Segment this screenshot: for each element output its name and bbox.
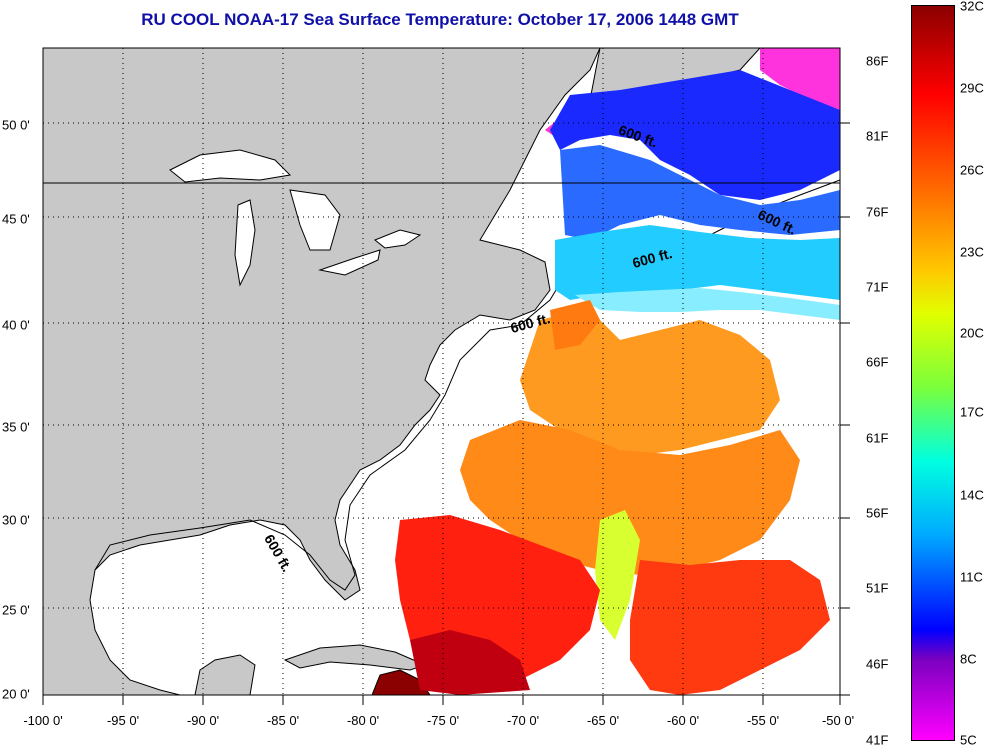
colorbar-c-label: 26C (960, 162, 984, 178)
lat-label: 35 0' (2, 419, 30, 435)
lat-label: 45 0' (2, 211, 30, 227)
colorbar-c-label: 29C (960, 80, 984, 96)
lon-label: -75 0' (426, 713, 460, 728)
sst-patch-orange-stream (520, 310, 780, 455)
colorbar-c-label: 17C (960, 404, 984, 420)
lake-superior (169, 149, 292, 183)
lake-michigan (234, 199, 256, 287)
sst-patch-magenta-north (760, 48, 840, 110)
colorbar-c-label: 32C (960, 0, 984, 14)
colorbar-c-label: 5C (960, 732, 977, 748)
lake-huron (289, 189, 341, 251)
lake-erie (318, 249, 381, 276)
sst-patch-yellow-green (595, 510, 640, 640)
sst-patch-dark-red-caribbean (410, 630, 530, 695)
lon-label: -65 0' (586, 713, 620, 728)
colorbar (911, 5, 955, 741)
colorbar-f-label: 71F (866, 279, 889, 295)
colorbar-f-label: 81F (866, 128, 889, 144)
colorbar-c-label: 14C (960, 487, 984, 503)
sst-patch-orange-west (550, 300, 600, 350)
lat-label: 30 0' (2, 512, 30, 528)
sst-patch-cyan (555, 225, 840, 300)
colorbar-f-label: 41F (866, 732, 889, 748)
lat-label: 20 0' (2, 686, 30, 702)
lat-label: 50 0' (2, 117, 30, 133)
lat-label: 25 0' (2, 602, 30, 618)
colorbar-c-label: 8C (960, 651, 977, 667)
lat-label: 40 0' (2, 317, 30, 333)
colorbar-f-label: 51F (866, 580, 889, 596)
colorbar-f-label: 76F (866, 204, 889, 220)
colorbar-f-label: 46F (866, 656, 889, 672)
lon-label: -50 0' (821, 713, 855, 728)
lon-label: -80 0' (346, 713, 380, 728)
lon-label: -60 0' (666, 713, 700, 728)
lon-label: -95 0' (106, 713, 140, 728)
colorbar-f-label: 66F (866, 354, 889, 370)
land-north-america (42, 47, 601, 696)
lon-label: -70 0' (506, 713, 540, 728)
sst-patch-orange-central (460, 420, 800, 575)
sst-patch-red-east (630, 560, 830, 695)
lon-label: -90 0' (186, 713, 220, 728)
lon-label: -100 0' (23, 713, 63, 728)
colorbar-f-label: 56F (866, 505, 889, 521)
colorbar-c-label: 23C (960, 244, 984, 260)
colorbar-c-label: 20C (960, 325, 984, 341)
sst-patch-blue-north (550, 70, 840, 200)
sst-patch-light-cyan (575, 288, 840, 320)
sst-patch-mid-blue (560, 145, 840, 240)
lake-ontario (374, 229, 422, 249)
lon-label: -55 0' (746, 713, 780, 728)
colorbar-f-label: 61F (866, 430, 889, 446)
map-frame (42, 47, 841, 696)
colorbar-f-label: 86F (866, 53, 889, 69)
axis-ticks (42, 122, 850, 705)
lon-label: -85 0' (266, 713, 300, 728)
colorbar-c-label: 11C (960, 569, 983, 585)
map-title: RU COOL NOAA-17 Sea Surface Temperature:… (141, 10, 739, 29)
